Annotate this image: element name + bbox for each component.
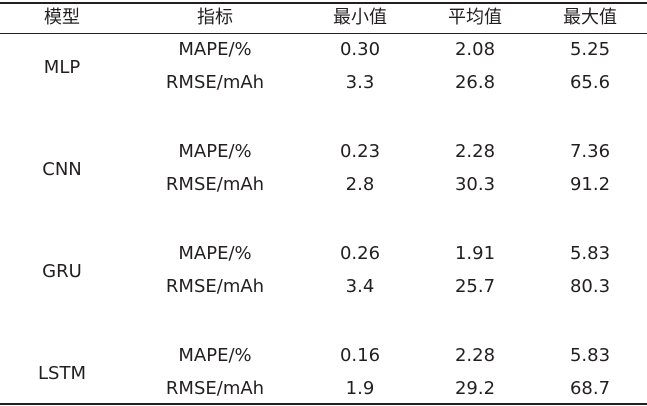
metric-name: MAPE/%	[178, 39, 252, 60]
metric-name: RMSE/mAh	[165, 72, 265, 93]
metric-name: MAPE/%	[178, 345, 252, 366]
value-cell: 5.83	[569, 345, 611, 366]
value-cell: 2.08	[454, 39, 496, 60]
bottom-rule	[0, 403, 647, 405]
metric-name: RMSE/mAh	[165, 276, 265, 297]
value-cell: 7.36	[569, 141, 611, 162]
top-rule	[0, 2, 647, 4]
value-cell: 2.28	[454, 141, 496, 162]
metric-name: RMSE/mAh	[165, 378, 265, 399]
value-cell: 5.83	[569, 243, 611, 264]
value-cell: 26.8	[454, 72, 496, 93]
value-cell: 68.7	[569, 378, 611, 399]
model-name: MLP	[43, 56, 81, 78]
value-cell: 29.2	[454, 378, 496, 399]
value-cell: 91.2	[569, 174, 611, 195]
value-cell: 0.26	[339, 243, 381, 264]
value-cell: 5.25	[569, 39, 611, 60]
value-cell: 65.6	[569, 72, 611, 93]
model-name: GRU	[42, 260, 82, 282]
value-cell: 0.30	[339, 39, 381, 60]
metric-name: RMSE/mAh	[165, 174, 265, 195]
column-header: 模型	[44, 7, 80, 28]
value-cell: 2.28	[454, 345, 496, 366]
value-cell: 0.16	[339, 345, 381, 366]
value-cell: 0.23	[339, 141, 381, 162]
column-header: 指标	[197, 7, 233, 28]
value-cell: 1.9	[345, 378, 375, 399]
value-cell: 2.8	[345, 174, 375, 195]
value-cell: 80.3	[569, 276, 611, 297]
column-header: 最大值	[563, 7, 617, 28]
value-cell: 3.3	[345, 72, 375, 93]
value-cell: 25.7	[454, 276, 496, 297]
column-header: 最小值	[333, 7, 387, 28]
model-name: LSTM	[38, 362, 86, 384]
metric-name: MAPE/%	[178, 141, 252, 162]
value-cell: 3.4	[345, 276, 375, 297]
header-rule	[0, 33, 647, 34]
model-name: CNN	[42, 158, 82, 180]
column-header: 平均值	[448, 7, 502, 28]
value-cell: 1.91	[454, 243, 496, 264]
value-cell: 30.3	[454, 174, 496, 195]
metric-name: MAPE/%	[178, 243, 252, 264]
